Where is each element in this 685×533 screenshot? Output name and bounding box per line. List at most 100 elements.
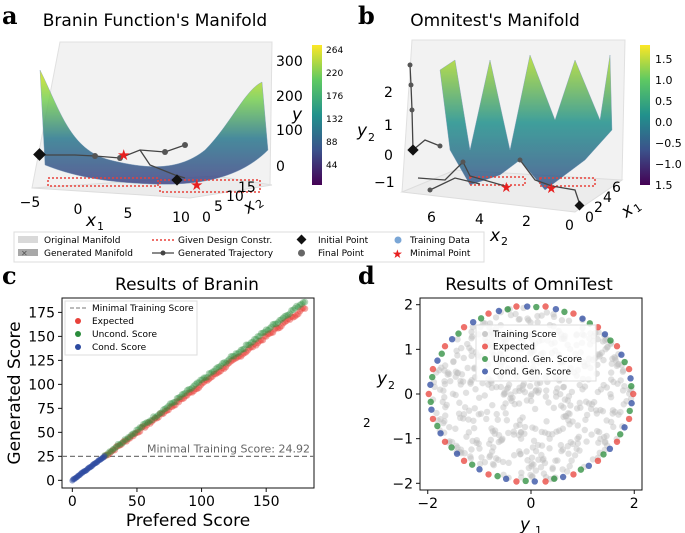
d-training-point — [560, 404, 567, 411]
c-point — [182, 392, 189, 400]
d-training-point — [600, 433, 608, 441]
c-point — [166, 400, 174, 407]
c-point — [249, 338, 257, 346]
d-ring-point — [627, 375, 634, 382]
c-point — [113, 443, 120, 451]
legend-c-swatch — [75, 318, 81, 324]
d-ring-point — [441, 343, 449, 350]
d-training-point — [564, 397, 571, 404]
c-point — [279, 314, 287, 322]
d-training-point — [607, 394, 615, 401]
d-ring-point — [427, 398, 434, 406]
d-y-tick: 2 — [404, 298, 413, 314]
d-training-point — [608, 360, 615, 367]
c-point — [175, 398, 183, 406]
d-training-point — [565, 417, 572, 424]
d-training-point — [510, 428, 517, 435]
colorbar-a-tick: 132 — [326, 115, 343, 125]
c-point — [79, 469, 86, 476]
d-training-point — [459, 415, 467, 422]
c-point — [222, 359, 230, 367]
c-point — [178, 391, 186, 398]
c-point — [261, 332, 268, 340]
c-point — [229, 352, 236, 360]
d-training-point — [488, 425, 495, 432]
d-training-point — [464, 364, 471, 372]
d-training-point — [538, 442, 546, 449]
d-training-point — [489, 428, 496, 435]
legend-c-label: Minimal Training Score — [92, 304, 194, 314]
c-point — [251, 340, 258, 348]
d-training-point — [573, 445, 580, 453]
d-training-point — [467, 453, 474, 460]
c-y-tick: 50 — [37, 425, 55, 441]
d-training-point — [619, 387, 627, 394]
c-point — [185, 389, 193, 397]
colorbar-a-tick: 264 — [326, 46, 343, 56]
d-ring-point — [504, 306, 511, 313]
d-training-point — [475, 440, 482, 447]
d-ring-point — [522, 477, 529, 485]
d-x-label: y — [519, 515, 531, 533]
panel-a: a Branin Function's Manifold ★ ★ −5 0 5 … — [2, 1, 343, 233]
d-training-point — [532, 386, 540, 394]
c-point — [212, 365, 220, 373]
c-point — [145, 419, 152, 426]
a-x2-tick: 15 — [238, 180, 256, 196]
colorbar-a-tick: 220 — [326, 69, 343, 79]
d-training-point — [492, 314, 500, 321]
c-point — [271, 325, 278, 333]
d-training-point — [519, 414, 526, 421]
d-training-point — [614, 361, 622, 368]
d-training-point — [515, 316, 523, 323]
d-training-point — [502, 400, 509, 407]
c-point — [84, 465, 91, 472]
c-y-tick: 175 — [28, 305, 55, 321]
c-point — [289, 306, 297, 314]
d-ring-point — [460, 323, 468, 331]
c-point — [195, 384, 203, 391]
c-point — [172, 398, 179, 406]
legend-generated-manifold: Generated Manifold — [44, 249, 133, 259]
minimal-point: ★ — [545, 181, 558, 197]
d-training-point — [607, 390, 614, 398]
c-point — [124, 434, 132, 441]
d-ring-point — [502, 475, 510, 483]
c-point — [193, 385, 201, 393]
d-training-point — [593, 427, 601, 435]
c-point — [200, 374, 208, 382]
d-training-point — [465, 429, 473, 436]
d-training-point — [574, 422, 581, 429]
d-training-point — [557, 441, 565, 449]
b-y-tick: −1 — [374, 175, 395, 191]
c-point — [185, 385, 193, 393]
d-training-point — [527, 471, 534, 479]
b-x1-tick: 2 — [594, 200, 603, 216]
c-point — [177, 395, 184, 403]
c-point — [274, 324, 282, 332]
d-training-point — [602, 345, 609, 353]
c-point — [267, 329, 275, 336]
final-point — [409, 107, 415, 113]
b-x-tick: 2 — [522, 214, 531, 230]
d-training-point — [559, 446, 567, 453]
d-training-point — [497, 437, 504, 444]
c-point — [294, 303, 302, 311]
d-training-point — [576, 381, 583, 389]
final-point — [408, 82, 414, 88]
c-point — [81, 468, 88, 475]
c-point — [128, 431, 135, 438]
d-ring-point — [425, 390, 432, 398]
d-ring-point — [561, 308, 568, 316]
c-point — [288, 307, 295, 314]
d-training-point — [475, 394, 483, 401]
d-training-point — [529, 444, 537, 451]
c-point — [180, 390, 188, 398]
c-point — [198, 380, 206, 387]
c-point — [141, 424, 149, 431]
c-point — [254, 339, 262, 347]
b-x1-tick: 0 — [585, 210, 594, 226]
d-training-point — [437, 416, 444, 423]
d-training-point — [517, 429, 525, 436]
d-training-point — [593, 410, 601, 417]
